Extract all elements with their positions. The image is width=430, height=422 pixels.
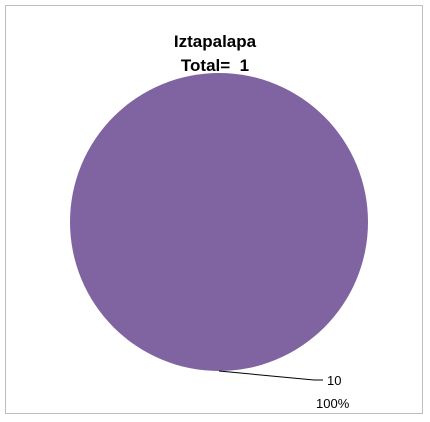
chart-title: Iztapalapa [173, 32, 257, 51]
data-label-leader-line [218, 370, 323, 381]
data-label-category: 10 [327, 373, 341, 388]
chart-title-block: Iztapalapa Total= 1 [0, 30, 430, 78]
pie-slice-10 [70, 73, 368, 371]
pie-labels: 10 100% [218, 370, 350, 411]
data-label-percent: 100% [316, 396, 350, 411]
chart-subtitle: Total= 1 [180, 56, 250, 75]
pie-slices [70, 73, 368, 371]
